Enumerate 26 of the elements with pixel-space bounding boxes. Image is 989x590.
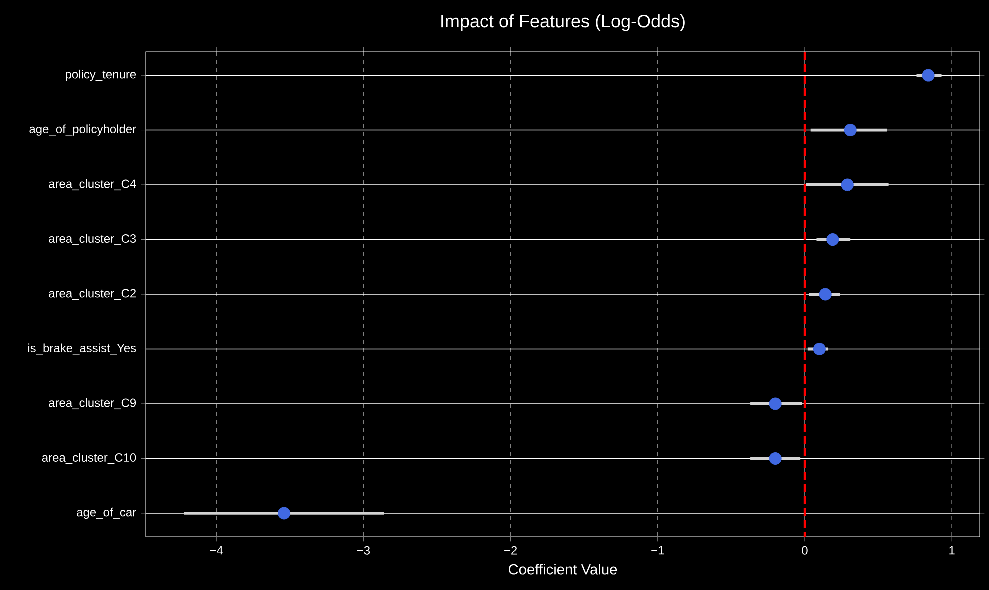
y-tick-label: area_cluster_C10 (42, 453, 136, 464)
point (841, 178, 854, 192)
x-axis-title: Coefficient Value (508, 564, 618, 575)
point (278, 507, 291, 520)
y-tick-label: area_cluster_C9 (49, 398, 136, 410)
x-tick-label: −2 (504, 546, 518, 555)
x-tick-label: 1 (950, 546, 955, 555)
point (826, 233, 840, 246)
x-tick-label: −1 (652, 546, 664, 555)
x-tick-label: −4 (210, 546, 224, 555)
point (813, 342, 826, 356)
y-tick-label: area_cluster_C2 (49, 288, 136, 300)
y-tick-label: age_of_car (77, 508, 136, 520)
point (769, 452, 782, 465)
chart-title: Impact of Features (Log-Odds) (442, 14, 685, 32)
point (922, 69, 935, 82)
y-tick-label: age_of_policyholder (30, 124, 136, 136)
y-tick-label: is_brake_assist_Yes (28, 344, 136, 355)
y-tick-label: area_cluster_C3 (49, 234, 136, 246)
y-tick-label: area_cluster_C4 (49, 179, 136, 191)
x-tick-label: −3 (357, 546, 370, 555)
point (844, 124, 857, 137)
point (819, 288, 832, 301)
point (769, 398, 782, 410)
y-tick-label: policy_tenure (66, 70, 136, 82)
x-tick-label: 0 (802, 546, 808, 555)
